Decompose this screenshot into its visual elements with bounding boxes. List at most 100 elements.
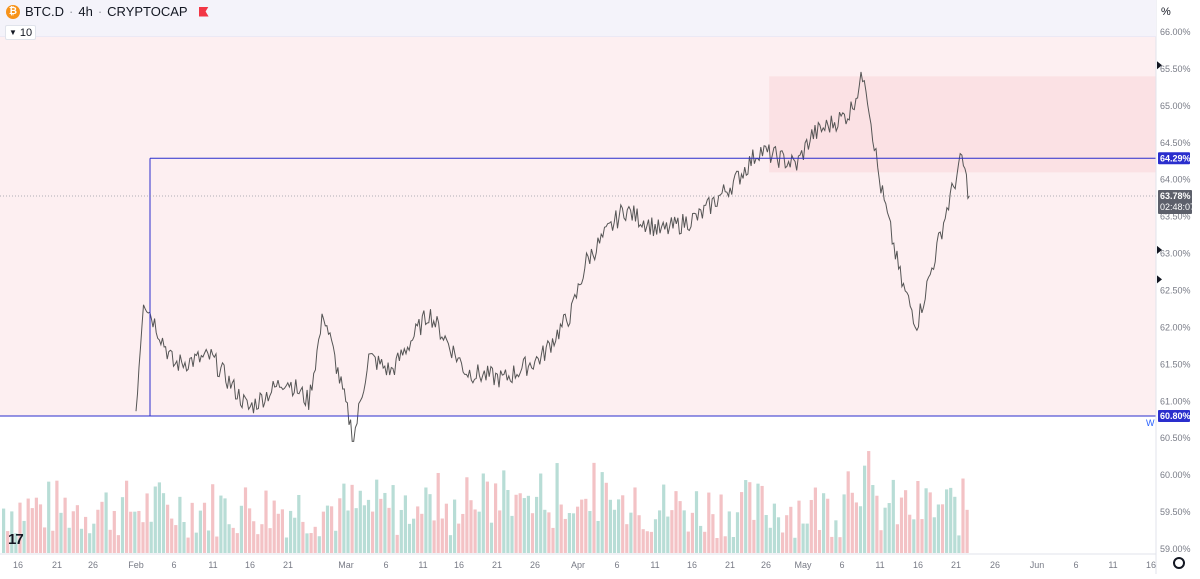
volume-bar [612,509,617,553]
volume-bar [350,484,354,553]
volume-bar [264,490,268,553]
separator: · [97,4,103,19]
volume-bar [744,480,748,553]
tradingview-logo-icon[interactable]: 17 [8,531,24,548]
volume-bar [325,505,330,553]
volume-bar [375,479,379,553]
volume-bar [293,517,297,553]
volume-bar [629,512,633,553]
volume-bar [342,483,346,553]
volume-bar [399,509,403,553]
volume-bar [465,477,469,553]
time-tick-label: 16 [913,560,923,570]
volume-bar [104,492,108,553]
time-tick-label: 21 [283,560,293,570]
volume-bar [633,487,637,553]
volume-bar [239,505,243,553]
time-tick-label: 16 [1146,560,1156,570]
volume-bar [26,498,30,553]
volume-bar [658,510,662,553]
indicator-toggle[interactable]: ▼ 10 [5,25,37,40]
level-tag-label: 60.80% [1160,411,1191,421]
volume-bar [617,499,621,553]
percent-scale-button[interactable]: % [1161,6,1171,18]
volume-bar [34,497,38,553]
level-tag-label: 64.29% [1160,153,1191,163]
volume-bar [125,480,129,553]
volume-bar [403,495,407,553]
volume-bar [133,511,137,553]
volume-bar [883,507,887,553]
gear-icon[interactable] [1173,557,1185,569]
price-tick-label: 65.50% [1160,64,1191,74]
time-tick-label: 6 [839,560,844,570]
volume-bar [760,485,764,553]
volume-bar [416,506,420,553]
marker-w-label: W [1146,418,1155,428]
flag-icon[interactable] [198,6,209,17]
volume-bar [522,498,526,553]
volume-bar [703,531,707,553]
price-tick-label: 60.50% [1160,433,1191,443]
volume-bar [621,495,625,553]
volume-bar [526,495,530,553]
volume-bar [231,527,235,553]
volume-bar [797,500,801,553]
volume-bar [625,524,629,553]
volume-bar [489,522,494,553]
volume-bar [358,490,362,553]
volume-bar [858,506,863,553]
volume-bar [715,537,719,553]
volume-bar [662,484,666,553]
volume-bar [362,505,366,553]
level-tag [1158,152,1190,165]
volume-bar [92,523,96,553]
volume-bar [551,527,555,553]
price-tick-label: 64.00% [1160,175,1191,185]
volume-bar [727,511,731,553]
volume-bar [875,495,879,553]
price-tick-label: 59.00% [1160,544,1191,554]
volume-bar [481,473,485,553]
volume-bar [711,514,715,553]
volume-bar [371,511,375,553]
volume-bar [157,482,161,553]
volume-bar [338,498,342,553]
bitcoin-icon: ₿ [6,4,20,19]
volume-bar [428,494,432,553]
level-tag [1158,410,1190,423]
volume-bar [330,506,334,553]
volume-bar [842,494,846,553]
symbol-name: BTC.D [25,4,64,19]
volume-bar [252,521,256,553]
volume-bar [506,490,510,553]
volume-bar [268,528,272,553]
volume-bar [891,479,895,553]
volume-bar [391,485,395,553]
volume-bar [444,503,448,553]
volume-bar [120,497,125,553]
volume-bar [608,499,612,553]
volume-bar [260,524,264,553]
time-tick-label: 21 [725,560,735,570]
volume-bar [740,492,744,553]
volume-bar [30,508,34,553]
volume-bar [871,485,875,553]
volume-bar [178,496,182,553]
volume-bar [272,500,276,553]
volume-bar [59,512,63,553]
volume-bar [846,471,850,553]
volume-bar [129,511,133,553]
volume-bar [112,510,116,553]
volume-bar [895,524,899,553]
symbol-info[interactable]: ₿ BTC.D · 4h · CRYPTOCAP [6,4,209,19]
volume-bar [924,488,928,553]
volume-bar [686,531,690,553]
volume-bar [457,523,461,553]
volume-bar [256,534,260,553]
time-tick-label: 11 [208,560,217,570]
volume-bar [822,493,826,553]
volume-bar [793,537,797,553]
